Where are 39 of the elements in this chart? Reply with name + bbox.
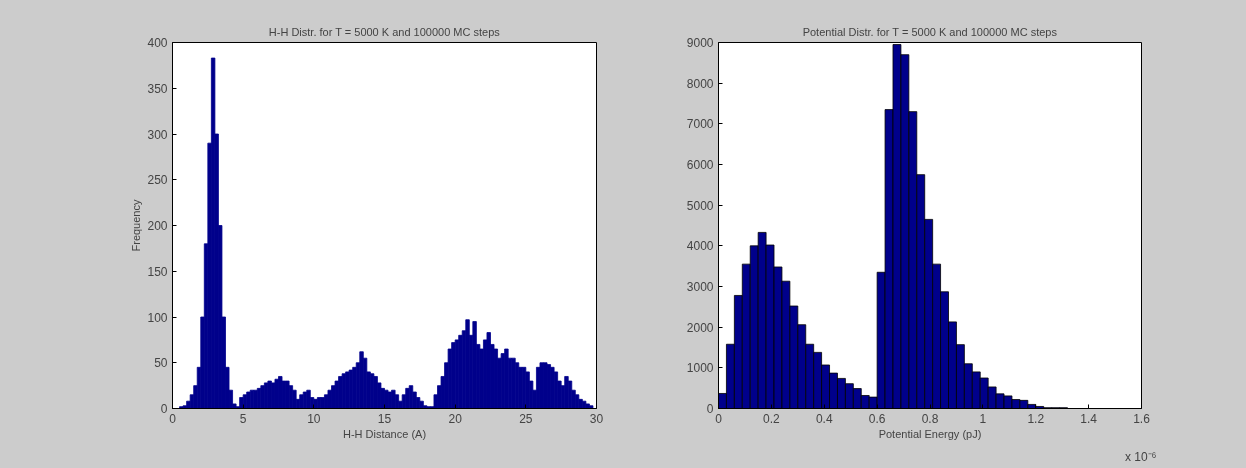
x-tick-label: 15	[377, 411, 392, 426]
x-tick-label: 1.4	[1080, 411, 1098, 426]
y-tick-label: 50	[154, 356, 168, 371]
y-axis-title: Frequency	[130, 199, 143, 252]
x-tick-label: 0.6	[868, 411, 886, 426]
y-tick-label: 0	[706, 402, 714, 416]
y-tick-label: 5000	[686, 198, 714, 213]
x-tick-label: 1.6	[1133, 411, 1151, 426]
chart-title: H-H Distr. for T = 5000 K and 100000 MC steps	[268, 25, 501, 38]
x-tick-label: 5	[239, 411, 247, 426]
y-tick-label: 4000	[686, 239, 714, 254]
x-tick-label: 25	[519, 411, 533, 426]
y-tick-label: 100	[147, 310, 168, 325]
y-tick-label: 2000	[686, 320, 714, 335]
x-tick-label: 1.2	[1027, 411, 1045, 426]
x-tick-label: 0.8	[921, 411, 939, 426]
chart-title: Potential Distr. for T = 5000 K and 100000 MC steps	[802, 25, 1058, 38]
y-tick-label: 0	[160, 402, 168, 416]
x-tick-label: 1	[979, 411, 987, 426]
y-tick-label: 3000	[686, 280, 714, 294]
x-axis-title: Potential Energy (pJ)	[878, 427, 982, 440]
y-tick-label: 150	[147, 264, 168, 279]
x-tick-label: 10	[307, 411, 321, 426]
y-tick-label: 1000	[686, 361, 714, 376]
y-tick-label: 7000	[686, 117, 714, 132]
y-tick-label: 200	[147, 219, 168, 233]
x-tick-label: 30	[589, 411, 604, 426]
y-tick-label: 9000	[686, 36, 714, 50]
x-tick-label: 0.4	[815, 411, 833, 426]
x-axis-title: H-H Distance (A)	[342, 427, 427, 440]
y-tick-label: 350	[147, 81, 168, 96]
y-tick-label: 8000	[686, 76, 714, 91]
y-tick-label: 250	[147, 173, 168, 188]
y-tick-label: 400	[147, 36, 168, 50]
x-tick-label: 0.2	[763, 411, 781, 426]
x-tick-label: 20	[448, 411, 463, 426]
text: x 10⁻⁶	[1124, 449, 1157, 464]
y-tick-label: 300	[147, 127, 168, 142]
y-tick-label: 6000	[686, 158, 714, 172]
